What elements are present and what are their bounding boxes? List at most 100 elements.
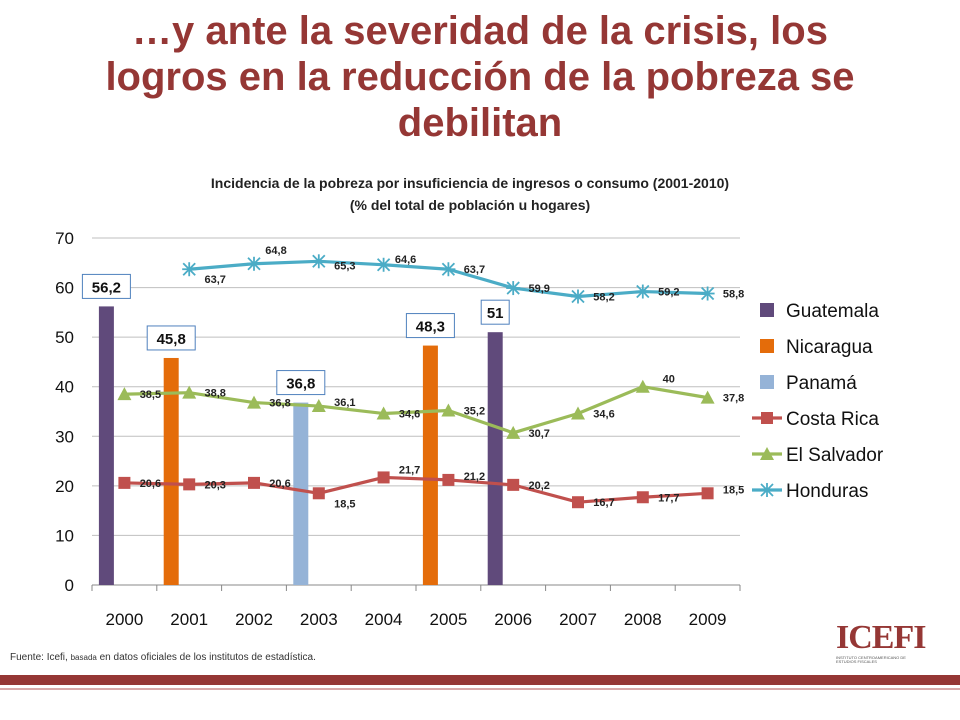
point-costa-rica [442,473,455,486]
legend-swatch [760,303,774,317]
source-small: basada [70,653,97,662]
point-costa-rica [312,487,325,500]
legend-swatch [760,339,774,353]
x-tick-label: 2003 [300,610,338,629]
data-label-el-salvador: 38,8 [204,388,225,400]
x-tick-label: 2001 [170,610,208,629]
point-el-salvador [441,403,456,417]
point-el-salvador [117,387,132,401]
bar-data-label-box [480,299,510,325]
chart-subtitle-line: (% del total de población u hogares) [349,197,591,213]
source-prefix: Fuente: Icefi, [10,652,71,663]
bar-data-label-box [146,325,196,351]
data-label-el-salvador: 40 [663,374,675,386]
bar-panama [293,402,309,585]
point-el-salvador [506,425,521,439]
data-label-costa-rica: 16,7 [593,497,614,509]
point-honduras [506,281,521,296]
point-costa-rica [118,476,131,489]
legend-label: Nicaragua [786,337,873,358]
bar-data-label: 51 [487,305,504,322]
legend-marker [760,483,774,497]
y-tick-label: 30 [55,427,74,446]
chart-title-line: Incidencia de la pobreza por insuficienc… [210,175,730,191]
legend-label: El Salvador [786,445,884,466]
y-tick-label: 20 [55,477,74,496]
point-el-salvador [700,390,715,404]
point-costa-rica [183,478,196,491]
data-label-el-salvador: 36,1 [334,397,355,409]
y-tick-label: 50 [55,328,74,347]
legend-label: Panamá [786,373,857,394]
logo-text: ICEFI [836,619,926,656]
data-label-el-salvador: 34,6 [399,408,420,420]
point-costa-rica [507,478,520,491]
footer-bar [0,675,960,685]
bar-data-label: 36,8 [286,376,315,393]
point-costa-rica [701,487,714,500]
point-honduras [441,262,456,277]
icefi-logo: ICEFI INSTITUTO CENTROAMERICANO DE ESTUD… [836,620,926,664]
point-costa-rica [636,491,649,504]
bar-guatemala [487,332,503,585]
bar-data-label: 56,2 [92,279,121,296]
legend-marker [761,412,773,424]
logo-subtext: INSTITUTO CENTROAMERICANO DE ESTUDIOS FI… [836,655,906,664]
data-label-honduras: 64,8 [265,245,286,257]
bar-nicaragua [163,357,179,585]
source-suffix: en datos oficiales de los institutos de … [96,652,316,663]
data-label-el-salvador: 35,2 [464,406,485,418]
data-label-el-salvador: 37,8 [723,393,744,405]
slide-title-line: …y ante la severidad de la crisis, los [132,9,828,53]
x-tick-label: 2007 [559,610,597,629]
data-label-costa-rica: 20,6 [269,478,290,490]
bar-data-label: 45,8 [157,331,186,348]
bar-data-label: 48,3 [416,319,445,336]
point-honduras [376,257,391,272]
x-tick-label: 2004 [365,610,403,629]
data-label-honduras: 63,7 [204,274,225,286]
y-tick-label: 0 [65,576,74,595]
source-note: Fuente: Icefi, basada en datos oficiales… [10,652,316,663]
line-el-salvador [124,385,708,435]
data-label-el-salvador: 30,7 [528,428,549,440]
data-label-costa-rica: 21,7 [399,464,420,476]
point-honduras [247,256,261,271]
legend-label: Costa Rica [786,409,879,430]
point-honduras [571,289,585,304]
legend-marker [760,447,774,460]
data-label-costa-rica: 18,5 [334,498,355,510]
point-honduras [700,286,715,301]
point-costa-rica [572,496,584,509]
point-el-salvador [571,406,585,420]
y-tick-label: 40 [55,378,74,397]
data-label-honduras: 59,9 [528,283,549,295]
data-label-honduras: 59,2 [658,287,679,299]
x-tick-label: 2009 [689,610,727,629]
point-costa-rica [377,471,390,484]
footer-line [0,688,960,690]
point-costa-rica [248,476,260,489]
point-el-salvador [247,395,261,409]
chart-title: Incidencia de la pobreza por insuficienc… [60,172,880,216]
x-tick-label: 2008 [624,610,662,629]
data-label-costa-rica: 21,2 [464,471,485,483]
data-label-costa-rica: 18,5 [723,484,744,496]
data-label-costa-rica: 17,7 [658,492,679,504]
data-label-el-salvador: 36,8 [269,398,290,410]
y-tick-label: 60 [55,279,74,298]
bar-data-label-box [81,273,131,299]
slide-title-line: logros en la reducción de la pobreza se [105,55,855,99]
x-tick-label: 2005 [429,610,467,629]
data-label-el-salvador: 34,6 [593,408,614,420]
legend-label: Honduras [786,481,868,502]
data-label-el-salvador: 38,5 [140,389,161,401]
data-label-honduras: 63,7 [464,264,485,276]
legend-label: Guatemala [786,301,879,322]
point-honduras [311,254,326,269]
data-label-honduras: 58,8 [723,289,744,301]
point-honduras [635,284,650,299]
line-costa-rica [124,475,708,504]
data-label-costa-rica: 20,6 [140,478,161,490]
